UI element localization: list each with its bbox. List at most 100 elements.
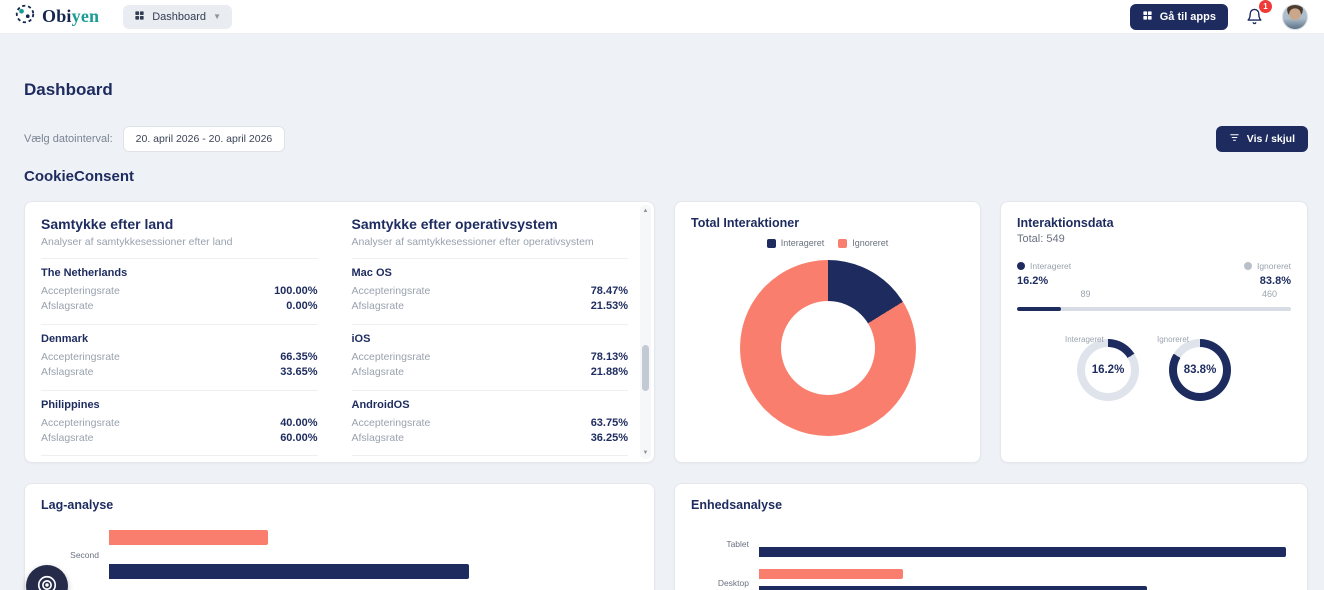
scrollbar-thumb[interactable]	[642, 345, 649, 391]
accept-rate-value: 100.00%	[274, 285, 318, 297]
decline-rate-label: Afslagsrate	[41, 366, 94, 379]
donut-legend: Interageret Ignoreret	[691, 238, 964, 248]
legend-item-interageret: Interageret	[766, 238, 824, 248]
device-chart-row-tablet: Tablet	[691, 530, 1291, 557]
ignoreret-pct: 83.8%	[1259, 275, 1291, 287]
accept-rate-label: Accepteringsrate	[41, 416, 120, 429]
main-content: Dashboard Vælg datointerval: 20. april 2…	[0, 80, 1324, 590]
consent-by-country-column: Samtykke efter land Analyser af samtykke…	[41, 216, 318, 462]
gray-dot-icon	[1243, 262, 1252, 270]
stat-name: Denmark	[41, 332, 89, 345]
notifications-button[interactable]: 1	[1246, 0, 1272, 30]
interactions-donut-chart	[739, 260, 916, 436]
section-title: CookieConsent	[24, 168, 135, 185]
device-analysis-chart: Tablet Desktop	[691, 530, 1291, 590]
topbar-right: Gå til apps 1	[1129, 0, 1308, 30]
desktop-bar-salmon	[759, 569, 903, 579]
interaction-data-card: Interaktionsdata Total: 549 Interageret …	[1000, 201, 1308, 463]
os-stat-item: AndroidOS Accepteringsrate 63.75% Afslag…	[351, 391, 628, 457]
os-stat-item: iOS Accepteringsrate 78.13% Afslagsrate …	[351, 325, 628, 391]
target-circles-icon	[36, 574, 58, 590]
chevron-down-icon: ▼	[213, 12, 221, 21]
lag-category-label: Second	[70, 549, 99, 560]
notification-badge: 1	[1259, 0, 1272, 13]
device-category-label-desktop: Desktop	[717, 577, 749, 588]
country-stat-item: Denmark Accepteringsrate 66.35% Afslagsr…	[41, 325, 318, 391]
accept-rate-label: Accepteringsrate	[351, 416, 431, 429]
consent-os-subtitle: Analyser af samtykkesessioner efter oper…	[351, 236, 594, 248]
decline-rate-value: 21.88%	[590, 366, 628, 379]
bell-icon	[1246, 8, 1263, 30]
page-title: Dashboard	[24, 80, 113, 99]
go-to-apps-button[interactable]: Gå til apps	[1129, 3, 1228, 30]
lag-bar-navy	[109, 564, 469, 579]
interaction-data-title: Interaktionsdata	[1017, 216, 1114, 230]
total-interactions-title: Total Interaktioner	[691, 216, 800, 230]
legend-item-ignoreret: Ignoreret	[838, 238, 888, 248]
go-to-apps-label: Gå til apps	[1159, 10, 1216, 23]
navy-dot-icon	[1017, 262, 1025, 270]
date-range-input[interactable]: 20. april 2026 - 20. april 2026	[122, 126, 286, 152]
country-stat-item: Philippines Accepteringsrate 40.00% Afsl…	[41, 391, 318, 457]
topbar: Obiyen Dashboard ▼ Gå til apps	[0, 0, 1324, 34]
device-chart-row-desktop: Desktop	[691, 569, 1291, 590]
show-hide-button[interactable]: Vis / skjul	[1215, 126, 1308, 152]
device-category-label-tablet: Tablet	[726, 538, 749, 549]
accept-rate-value: 40.00%	[280, 416, 318, 429]
accept-rate-value: 66.35%	[280, 350, 318, 363]
consent-card: Samtykke efter land Analyser af samtykke…	[24, 201, 655, 463]
dashboard-menu-button[interactable]: Dashboard ▼	[123, 4, 232, 29]
ignoreret-swatch	[838, 238, 848, 248]
device-analysis-title: Enhedsanalyse	[691, 498, 783, 512]
accept-rate-label: Accepteringsrate	[41, 285, 120, 297]
total-interactions-card: Total Interaktioner Interageret Ignorere…	[674, 201, 981, 463]
decline-rate-label: Afslagsrate	[351, 366, 405, 379]
scrollbar-track[interactable]	[640, 215, 651, 449]
accept-rate-label: Accepteringsrate	[351, 285, 431, 297]
country-stat-list: The Netherlands Accepteringsrate 100.00%…	[41, 258, 318, 457]
interaction-total: Total: 549	[1017, 233, 1065, 245]
interageret-gauge-label: Interageret	[1065, 335, 1104, 344]
decline-rate-label: Afslagsrate	[351, 431, 405, 444]
grid-icon	[134, 10, 145, 24]
legend-ignoreret: Ignoreret	[1243, 261, 1291, 271]
logo-text: Obiyen	[42, 6, 100, 26]
os-stat-item: Mac OS Accepteringsrate 78.47% Afslagsra…	[351, 259, 628, 325]
interaction-legend-row: Interageret Ignoreret	[1017, 261, 1291, 271]
interaction-pct-row: 16.2% 83.8%	[1017, 275, 1291, 287]
interageret-gauge-ring: 16.2%	[1077, 339, 1139, 401]
interageret-gauge-value: 16.2%	[1085, 347, 1131, 393]
obiyen-logo-icon	[14, 3, 36, 30]
accept-rate-value: 63.75%	[590, 416, 628, 429]
lag-bar-salmon	[109, 530, 268, 545]
interageret-swatch	[766, 238, 776, 248]
decline-rate-label: Afslagsrate	[351, 300, 405, 313]
obiyen-logo[interactable]: Obiyen	[14, 3, 99, 30]
consent-card-scrollbar[interactable]: ▲ ▼	[640, 205, 651, 459]
scroll-down-arrow-icon[interactable]: ▼	[642, 450, 649, 456]
interageret-count: 89	[1080, 289, 1091, 299]
device-analysis-card: Enhedsanalyse Tablet Desktop	[674, 483, 1308, 590]
filter-icon	[1229, 132, 1240, 146]
stat-name: AndroidOS	[351, 398, 410, 411]
interageret-gauge: Interageret 16.2%	[1065, 335, 1139, 401]
lag-analysis-title: Lag-analyse	[41, 498, 114, 512]
decline-rate-value: 60.00%	[280, 431, 318, 444]
consent-country-title: Samtykke efter land	[41, 216, 174, 232]
accept-rate-label: Accepteringsrate	[41, 350, 120, 363]
consent-country-subtitle: Analyser af samtykkesessioner efter land	[41, 236, 233, 248]
ignoreret-gauge: Ignoreret 83.8%	[1157, 335, 1231, 401]
country-stat-item: The Netherlands Accepteringsrate 100.00%…	[41, 259, 318, 325]
ignoreret-gauge-value: 83.8%	[1177, 347, 1223, 393]
decline-rate-value: 33.65%	[280, 366, 318, 379]
decline-rate-value: 21.53%	[590, 300, 628, 313]
os-stat-item: Windows Accepteringsrate Afslagsrate	[352, 456, 629, 462]
show-hide-label: Vis / skjul	[1246, 133, 1295, 145]
interactions-progress-bar	[1017, 307, 1291, 311]
user-avatar[interactable]	[1282, 3, 1308, 30]
accept-rate-value: 78.47%	[590, 285, 628, 297]
consent-os-title: Samtykke efter operativsystem	[351, 216, 558, 232]
consent-by-os-column: Samtykke efter operativsystem Analyser a…	[351, 216, 629, 462]
interaction-count-row: 89 460	[1017, 289, 1291, 299]
scroll-up-arrow-icon[interactable]: ▲	[642, 208, 649, 214]
